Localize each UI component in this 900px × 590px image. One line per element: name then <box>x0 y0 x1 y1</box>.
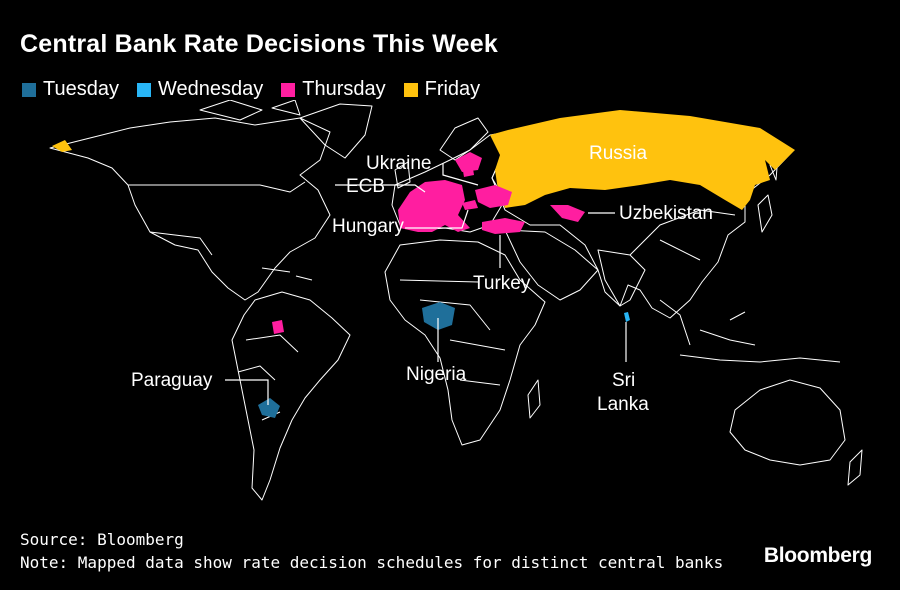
arctic-islands <box>199 100 301 121</box>
label-sri-lanka-line1: Sri <box>612 370 636 391</box>
middle-east-outline <box>504 229 599 301</box>
label-nigeria: Nigeria <box>406 364 467 385</box>
legend-swatch-tuesday <box>22 82 36 97</box>
label-turkey: Turkey <box>473 273 531 294</box>
nigeria-region <box>422 302 455 330</box>
africa-borders <box>399 279 506 386</box>
label-uzbekistan: Uzbekistan <box>619 203 713 224</box>
paraguay-region <box>258 398 280 418</box>
label-hungary: Hungary <box>332 216 404 237</box>
legend-item-thursday: Thursday <box>281 78 386 101</box>
hungary-region <box>462 200 478 210</box>
southeast-asia <box>659 299 756 346</box>
label-ecb: ECB <box>346 176 386 197</box>
suriname-region <box>272 320 284 334</box>
bloomberg-logo: Bloomberg <box>763 544 872 567</box>
new-zealand <box>847 449 863 486</box>
label-russia: Russia <box>589 143 648 164</box>
mexico-border <box>149 231 213 256</box>
greenland-outline <box>299 103 373 159</box>
legend-item-friday: Friday <box>403 78 481 101</box>
indonesia <box>679 354 841 363</box>
japan-outline <box>757 194 773 233</box>
label-ukraine: Ukraine <box>366 153 432 174</box>
label-sri-lanka-line2: Lanka <box>597 394 649 415</box>
sri-lanka-region <box>624 312 630 322</box>
turkey-region <box>482 218 525 234</box>
legend-label-tuesday: Tuesday <box>43 78 119 100</box>
uk-outline <box>394 161 411 189</box>
eurozone-region <box>398 180 470 232</box>
legend-label-thursday: Thursday <box>302 78 386 100</box>
australia-outline <box>729 379 846 466</box>
legend-swatch-thursday <box>281 82 296 97</box>
leader-ukraine <box>442 163 479 186</box>
legend: Tuesday Wednesday Thursday Friday <box>22 78 480 101</box>
leader-hungary <box>405 209 469 229</box>
label-paraguay: Paraguay <box>131 370 213 391</box>
caribbean <box>261 267 313 281</box>
legend-swatch-wednesday <box>136 82 151 97</box>
africa-outline <box>384 239 546 446</box>
legend-item-tuesday: Tuesday <box>22 78 119 101</box>
china-border <box>629 209 736 261</box>
canada-border <box>128 181 306 193</box>
russia-region <box>490 110 795 210</box>
chart-title: Central Bank Rate Decisions This Week <box>20 30 498 58</box>
note-text: Note: Mapped data show rate decision sch… <box>20 553 724 572</box>
world-map <box>49 100 863 501</box>
legend-label-wednesday: Wednesday <box>157 78 264 100</box>
legend-swatch-friday <box>403 82 418 97</box>
ukraine-region <box>475 185 512 208</box>
india-outline <box>597 249 646 307</box>
source-text: Source: Bloomberg <box>20 530 184 549</box>
scandinavia <box>439 117 489 161</box>
leader-paraguay <box>225 379 269 405</box>
south-america-outline <box>231 291 351 501</box>
uzbekistan-region <box>550 205 585 222</box>
legend-item-wednesday: Wednesday <box>136 78 264 101</box>
alaska-chukotka <box>52 140 72 152</box>
ecb-north-region <box>455 152 482 172</box>
legend-label-friday: Friday <box>424 78 481 100</box>
north-america-outline <box>49 117 331 301</box>
baltic-region <box>462 162 474 177</box>
leader-ecb <box>335 184 426 193</box>
madagascar <box>527 379 541 419</box>
